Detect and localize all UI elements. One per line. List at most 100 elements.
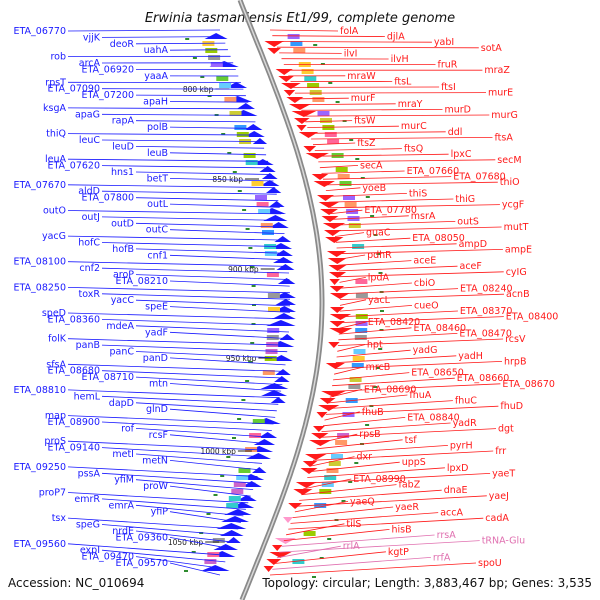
gene-label[interactable]: mraZ bbox=[484, 65, 510, 76]
gene-label[interactable]: ETA_08810 bbox=[13, 385, 66, 396]
gene-label[interactable]: cyIG bbox=[506, 267, 527, 278]
gene-label[interactable]: tsf bbox=[405, 435, 418, 446]
gene-label[interactable]: ftsI bbox=[441, 82, 456, 93]
gene-label[interactable]: ETA_08680 bbox=[47, 366, 100, 377]
gene-label[interactable]: map bbox=[45, 411, 66, 422]
gene-label[interactable]: uahA bbox=[144, 45, 169, 56]
gene-label[interactable]: ETA_08470 bbox=[459, 328, 512, 339]
gene-label[interactable]: ETA_08690 bbox=[364, 384, 417, 395]
gene-label[interactable]: ETA_07800 bbox=[81, 193, 134, 204]
gene-label[interactable]: mdeA bbox=[106, 321, 134, 332]
gene-label[interactable]: apaH bbox=[143, 97, 168, 108]
gene-label[interactable]: cnf1 bbox=[147, 250, 168, 261]
gene-label[interactable]: ETA_08400 bbox=[506, 312, 559, 323]
gene-label[interactable]: fhuC bbox=[455, 396, 477, 407]
gene-label[interactable]: pdhR bbox=[367, 250, 392, 261]
gene-label[interactable]: ETA_08710 bbox=[81, 372, 134, 383]
gene-label[interactable]: outC bbox=[146, 225, 169, 236]
gene-label[interactable]: rapA bbox=[112, 116, 135, 127]
gene-label[interactable]: dxr bbox=[357, 452, 373, 463]
gene-label[interactable]: ETA_07660 bbox=[407, 166, 460, 177]
gene-label[interactable]: metI bbox=[112, 449, 134, 460]
gene-label[interactable]: hofC bbox=[78, 238, 100, 249]
gene-label[interactable]: ETA_09360 bbox=[115, 532, 168, 543]
gene-label[interactable]: mraW bbox=[347, 71, 376, 82]
gene-label[interactable]: dnaE bbox=[444, 485, 468, 496]
gene-label[interactable]: ETA_08420 bbox=[368, 317, 421, 328]
gene-label[interactable]: guaC bbox=[366, 228, 391, 239]
gene-label[interactable]: yaeJ bbox=[489, 491, 509, 502]
gene-label[interactable]: yaeQ bbox=[350, 496, 375, 507]
gene-label[interactable]: rpsB bbox=[359, 429, 380, 440]
gene-label[interactable]: dapD bbox=[109, 398, 134, 409]
gene-label[interactable]: aroP bbox=[113, 270, 134, 281]
gene-label[interactable]: secM bbox=[497, 155, 521, 166]
gene-label[interactable]: hns1 bbox=[111, 167, 134, 178]
gene-label[interactable]: ETA_09470 bbox=[81, 552, 134, 563]
gene-label[interactable]: aceF bbox=[460, 261, 482, 272]
gene-label[interactable]: yfiM bbox=[114, 475, 134, 486]
gene-label[interactable]: murE bbox=[488, 88, 513, 99]
gene-label[interactable]: folK bbox=[48, 334, 67, 345]
gene-label[interactable]: apaG bbox=[75, 109, 100, 120]
gene-label[interactable]: speG bbox=[76, 520, 100, 531]
gene-label[interactable]: ETA_07090 bbox=[47, 84, 100, 95]
gene-label[interactable]: rrsA bbox=[437, 530, 457, 541]
gene-label[interactable]: ETA_08370 bbox=[460, 306, 513, 317]
gene-label[interactable]: outO bbox=[43, 206, 66, 217]
gene-label[interactable]: leuB bbox=[147, 148, 168, 159]
gene-label[interactable]: ETA_09560 bbox=[13, 539, 66, 550]
gene-label[interactable]: djlA bbox=[387, 32, 405, 43]
gene-label[interactable]: proP7 bbox=[39, 488, 66, 499]
gene-label[interactable]: glnD bbox=[146, 404, 168, 415]
gene-label[interactable]: frr bbox=[495, 446, 506, 457]
gene-label[interactable]: outD bbox=[111, 218, 134, 229]
gene-label[interactable]: leuA bbox=[45, 154, 67, 165]
gene-label[interactable]: outS bbox=[457, 216, 479, 227]
gene-label[interactable]: msrA bbox=[411, 211, 436, 222]
gene-label[interactable]: ETA_08670 bbox=[502, 379, 555, 390]
gene-labels[interactable]: ETA_06770 vjjK deoR uahA rob arcAETA_06920yaa… bbox=[13, 26, 558, 569]
gene-label[interactable]: leuD bbox=[112, 141, 134, 152]
gene-label[interactable]: thiQ bbox=[46, 129, 66, 140]
gene-label[interactable]: ETA_08050 bbox=[412, 233, 465, 244]
gene-label[interactable]: ETA_09140 bbox=[47, 443, 100, 454]
gene-label[interactable]: emrR bbox=[74, 494, 100, 505]
gene-label[interactable]: ksgA bbox=[43, 103, 66, 114]
gene-label[interactable]: spoU bbox=[478, 558, 502, 569]
gene-label[interactable]: ETA_07780 bbox=[364, 205, 417, 216]
gene-label[interactable]: hisB bbox=[392, 524, 412, 535]
gene-label[interactable]: ycgF bbox=[502, 200, 524, 211]
gene-label[interactable]: cueO bbox=[414, 300, 439, 311]
gene-label[interactable]: tilS bbox=[346, 519, 361, 530]
gene-label[interactable]: yacG bbox=[42, 231, 66, 242]
gene-label[interactable]: ETA_08460 bbox=[414, 323, 467, 334]
gene-label[interactable]: murG bbox=[491, 110, 518, 121]
gene-label[interactable]: uppS bbox=[402, 457, 426, 468]
gene-label[interactable]: toxR bbox=[79, 289, 101, 300]
gene-label[interactable]: emrA bbox=[108, 500, 134, 511]
gene-label[interactable]: rrlA bbox=[343, 541, 360, 552]
gene-label[interactable]: arcA bbox=[79, 58, 101, 69]
gene-label[interactable]: fabZ bbox=[399, 480, 421, 491]
gene-label[interactable]: tsx bbox=[52, 513, 67, 524]
gene-label[interactable]: panD bbox=[143, 353, 168, 364]
gene-label[interactable]: hemL bbox=[74, 391, 101, 402]
gene-label[interactable]: ETA_08840 bbox=[407, 412, 460, 423]
gene-label[interactable]: nrdE bbox=[112, 526, 134, 537]
gene-label[interactable]: aldD bbox=[78, 186, 100, 197]
gene-label[interactable]: ETA_06920 bbox=[81, 65, 134, 76]
gene-label[interactable]: fhuB bbox=[362, 407, 384, 418]
gene-label[interactable]: pssA bbox=[78, 468, 101, 479]
gene-label[interactable]: ETA_08990 bbox=[353, 474, 406, 485]
gene-label[interactable]: thiS bbox=[409, 188, 427, 199]
gene-label[interactable]: lpdA bbox=[368, 272, 390, 283]
gene-label[interactable]: leuC bbox=[79, 135, 101, 146]
gene-label[interactable]: outL bbox=[147, 199, 169, 210]
gene-label[interactable]: yadF bbox=[145, 327, 168, 338]
gene-label[interactable]: yaaA bbox=[144, 71, 168, 82]
gene-label[interactable]: speD bbox=[42, 308, 66, 319]
gene-label[interactable]: fruR bbox=[438, 60, 458, 71]
gene-label[interactable]: ETA_08660 bbox=[457, 373, 510, 384]
gene-label[interactable]: yadG bbox=[413, 345, 438, 356]
